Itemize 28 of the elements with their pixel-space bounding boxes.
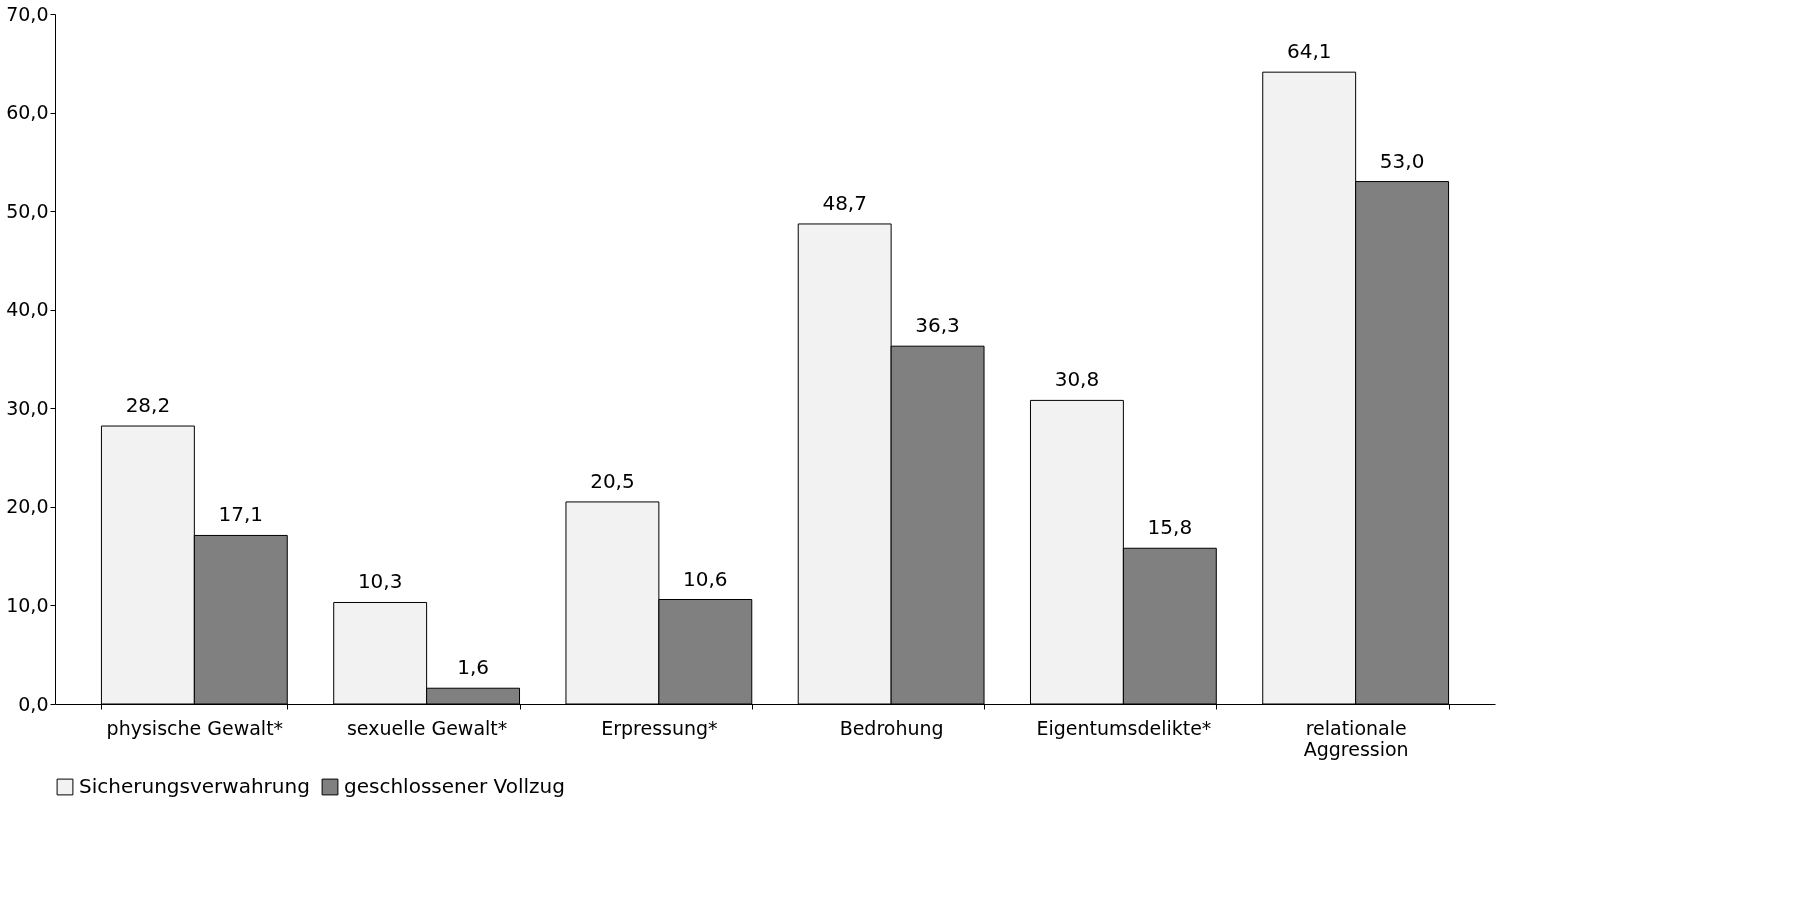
data-label: 36,3 bbox=[915, 313, 960, 338]
data-label: 28,2 bbox=[125, 393, 171, 418]
data-label: 10,3 bbox=[357, 569, 403, 594]
y-tick-label: 40,0 bbox=[6, 298, 49, 321]
x-tick-label: Erpressung* bbox=[601, 716, 718, 739]
data-label: 48,7 bbox=[822, 190, 867, 215]
y-tick-label: 20,0 bbox=[6, 495, 49, 518]
x-tick-label: Bedrohung bbox=[839, 716, 944, 739]
y-tick-label: 0,0 bbox=[18, 692, 49, 715]
y-tick-label: 70,0 bbox=[6, 2, 49, 25]
y-tick-label: 50,0 bbox=[6, 199, 49, 222]
data-label: 53,0 bbox=[1379, 148, 1425, 173]
data-label: 30,8 bbox=[1054, 367, 1100, 392]
legend-label: geschlossener Vollzug bbox=[344, 774, 565, 798]
x-tick-label: Eigentumsdelikte* bbox=[1036, 716, 1212, 739]
y-tick-label: 10,0 bbox=[6, 593, 49, 616]
x-tick-label: relationale Aggression bbox=[1303, 716, 1409, 760]
data-label: 15,8 bbox=[1147, 515, 1193, 540]
x-tick-label: physische Gewalt* bbox=[106, 716, 284, 739]
legend-label: Sicherungsverwahrung bbox=[79, 774, 310, 798]
y-tick-label: 30,0 bbox=[6, 396, 49, 419]
data-label: 17,1 bbox=[218, 502, 264, 527]
data-label: 64,1 bbox=[1286, 39, 1332, 64]
data-label: 1,6 bbox=[457, 655, 489, 680]
data-label: 20,5 bbox=[590, 468, 635, 493]
y-tick-label: 60,0 bbox=[6, 101, 49, 124]
x-tick-label: sexuelle Gewalt* bbox=[346, 716, 508, 739]
data-label: 10,6 bbox=[683, 566, 728, 591]
